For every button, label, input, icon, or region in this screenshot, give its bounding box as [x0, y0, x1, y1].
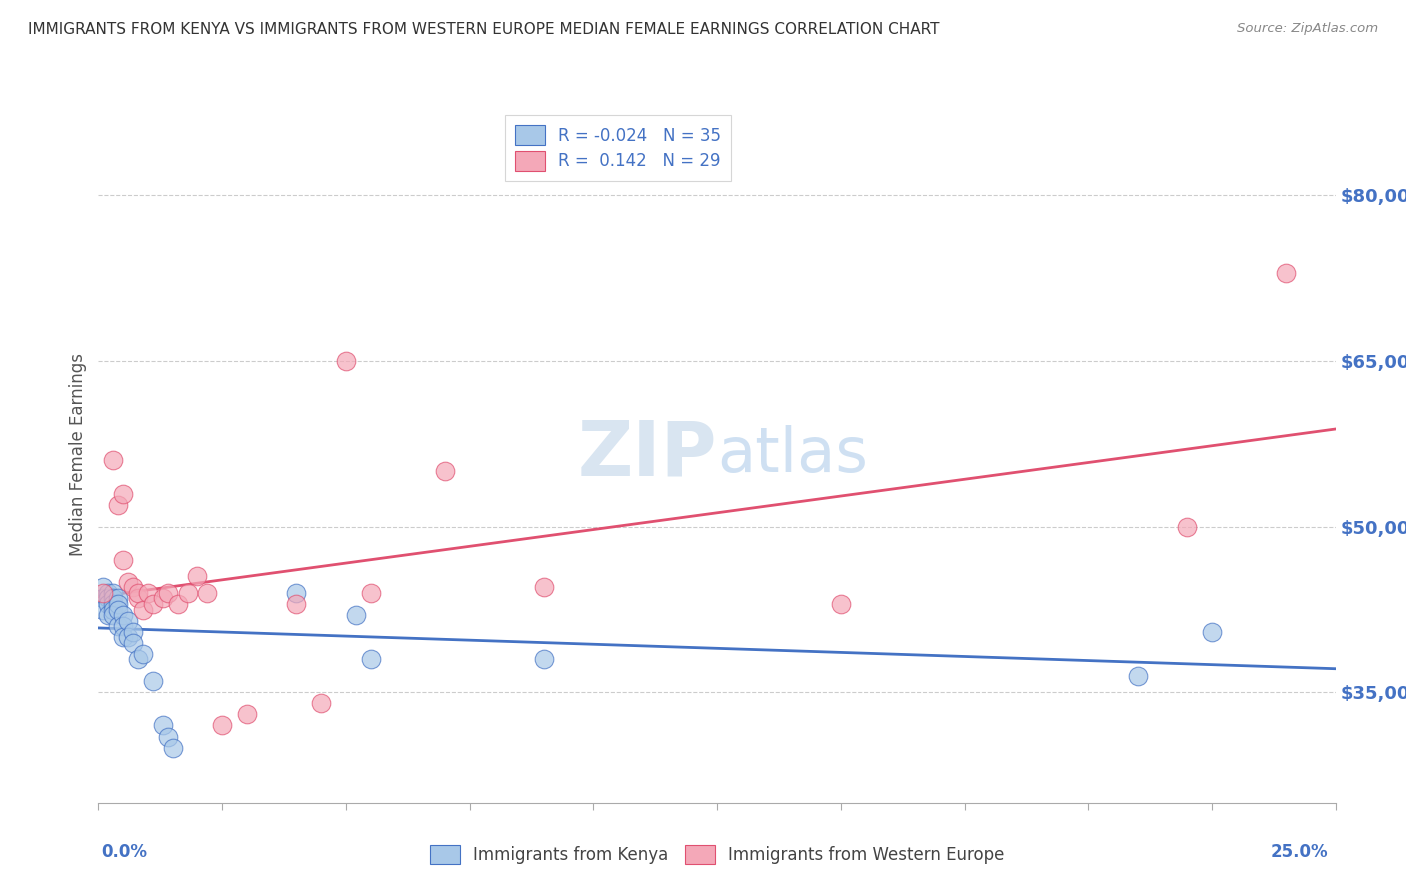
Point — [533, 581, 555, 595]
Point — [132, 602, 155, 616]
Point — [122, 624, 145, 639]
Point — [1126, 669, 1149, 683]
Point — [93, 591, 115, 606]
Y-axis label: Median Female Earnings: Median Female Earnings — [69, 353, 87, 557]
Point — [136, 586, 159, 600]
Point — [132, 647, 155, 661]
Point — [112, 619, 135, 633]
Point — [112, 553, 135, 567]
Point — [103, 597, 125, 611]
Point — [103, 453, 125, 467]
Point — [1201, 624, 1223, 639]
Point — [211, 718, 233, 732]
Point — [93, 581, 115, 595]
Point — [309, 697, 332, 711]
Text: Source: ZipAtlas.com: Source: ZipAtlas.com — [1237, 22, 1378, 36]
Text: IMMIGRANTS FROM KENYA VS IMMIGRANTS FROM WESTERN EUROPE MEDIAN FEMALE EARNINGS C: IMMIGRANTS FROM KENYA VS IMMIGRANTS FROM… — [28, 22, 939, 37]
Point — [195, 586, 218, 600]
Point — [93, 586, 115, 600]
Point — [103, 591, 125, 606]
Point — [156, 730, 179, 744]
Point — [103, 586, 125, 600]
Point — [112, 486, 135, 500]
Point — [107, 498, 129, 512]
Point — [1175, 519, 1198, 533]
Point — [285, 586, 308, 600]
Point — [97, 591, 120, 606]
Point — [152, 718, 174, 732]
Text: 0.0%: 0.0% — [101, 843, 148, 861]
Point — [97, 586, 120, 600]
Point — [112, 608, 135, 623]
Point — [236, 707, 259, 722]
Point — [103, 602, 125, 616]
Point — [142, 597, 165, 611]
Point — [97, 597, 120, 611]
Point — [122, 635, 145, 649]
Point — [285, 597, 308, 611]
Point — [344, 608, 367, 623]
Point — [830, 597, 852, 611]
Point — [152, 591, 174, 606]
Point — [533, 652, 555, 666]
Point — [117, 630, 139, 644]
Point — [107, 591, 129, 606]
Point — [1275, 266, 1298, 280]
Point — [122, 581, 145, 595]
Point — [127, 586, 149, 600]
Point — [186, 569, 208, 583]
Point — [433, 465, 456, 479]
Point — [97, 608, 120, 623]
Point — [103, 608, 125, 623]
Point — [107, 597, 129, 611]
Point — [360, 652, 382, 666]
Text: ZIP: ZIP — [578, 418, 717, 491]
Point — [127, 591, 149, 606]
Point — [107, 619, 129, 633]
Point — [107, 602, 129, 616]
Point — [112, 630, 135, 644]
Point — [117, 574, 139, 589]
Point — [166, 597, 188, 611]
Point — [127, 652, 149, 666]
Text: 25.0%: 25.0% — [1271, 843, 1329, 861]
Text: atlas: atlas — [717, 425, 868, 485]
Point — [162, 740, 184, 755]
Legend: Immigrants from Kenya, Immigrants from Western Europe: Immigrants from Kenya, Immigrants from W… — [423, 838, 1011, 871]
Point — [176, 586, 198, 600]
Point — [335, 354, 357, 368]
Point — [117, 614, 139, 628]
Point — [93, 602, 115, 616]
Point — [142, 674, 165, 689]
Point — [156, 586, 179, 600]
Point — [360, 586, 382, 600]
